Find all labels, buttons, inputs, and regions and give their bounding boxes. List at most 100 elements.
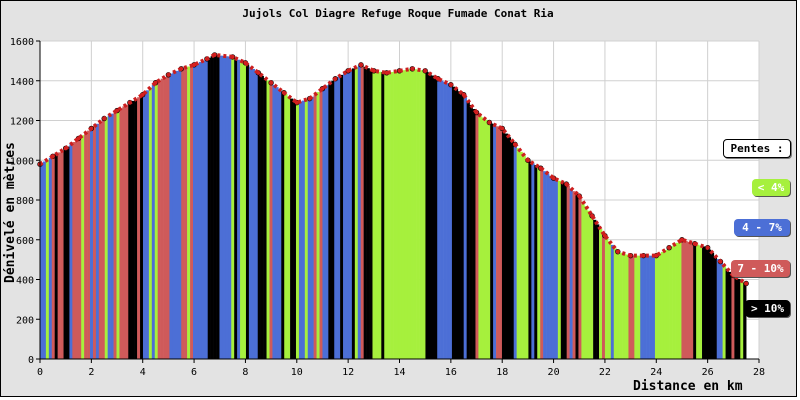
slope-bar: [637, 255, 641, 359]
slope-bar: [172, 72, 176, 359]
slope-bar: [652, 255, 656, 359]
slope-bar: [425, 71, 429, 359]
slope-bar: [702, 246, 706, 359]
slope-bar: [260, 75, 264, 360]
y-tick-label: 1200: [10, 117, 34, 128]
x-tick-label: 8: [242, 367, 248, 378]
slope-bar: [151, 84, 156, 360]
slope-bar: [660, 251, 665, 359]
slope-bar: [404, 69, 409, 359]
x-tick-label: 16: [445, 367, 457, 378]
slope-bar: [625, 254, 629, 359]
slope-bar: [66, 146, 70, 359]
slope-bar: [275, 87, 279, 360]
slope-bar: [210, 56, 214, 359]
slope-bar: [81, 135, 85, 359]
slope-bar: [381, 72, 385, 359]
slope-bar: [328, 83, 332, 359]
slope-bar: [640, 255, 644, 359]
slope-bar: [634, 255, 638, 359]
slope-bar: [175, 70, 179, 360]
slope-bar: [160, 78, 164, 359]
slope-bar: [257, 73, 261, 360]
slope-bar: [184, 67, 188, 360]
slope-bar: [72, 142, 76, 359]
slope-bar: [107, 115, 111, 359]
slope-bar: [142, 93, 147, 359]
slope-bar: [440, 80, 444, 359]
slope-bar: [201, 60, 206, 359]
y-tick-label: 0: [28, 355, 34, 366]
slope-bar: [140, 95, 144, 360]
slope-bar: [125, 104, 129, 360]
slope-bar: [60, 150, 64, 359]
slope-bar: [549, 175, 553, 359]
slope-bar: [331, 80, 335, 359]
slope-bar: [507, 137, 512, 359]
y-tick-label: 1600: [10, 37, 34, 48]
slope-bar: [219, 55, 223, 359]
x-tick-label: 4: [140, 367, 146, 378]
slope-bar: [537, 166, 541, 359]
slope-bar: [190, 65, 194, 359]
y-tick-label: 800: [16, 196, 34, 207]
slope-bar: [737, 278, 741, 359]
slope-bar: [387, 72, 391, 360]
slope-bar: [369, 69, 373, 359]
slope-bar: [90, 128, 94, 359]
slope-bar: [137, 97, 141, 360]
slope-bar: [599, 228, 603, 359]
slope-bar: [501, 129, 506, 359]
slope-bar: [546, 173, 550, 359]
slope-bar: [51, 156, 56, 359]
slope-bar: [293, 100, 297, 360]
slope-bar: [40, 163, 44, 359]
slope-bar: [354, 67, 359, 359]
slope-bar: [499, 127, 503, 359]
slope-bar: [693, 243, 697, 359]
slope-bar: [437, 79, 441, 359]
slope-bar: [301, 100, 306, 360]
x-tick-label: 0: [37, 367, 43, 378]
slope-bar: [193, 64, 197, 360]
slope-bar: [145, 90, 150, 359]
slope-bar: [534, 165, 538, 359]
slope-bar: [628, 255, 632, 359]
slope-bar: [463, 96, 467, 360]
slope-bar: [478, 115, 482, 359]
slope-bar: [696, 244, 700, 359]
slope-bar: [346, 71, 350, 359]
slope-bar: [360, 65, 364, 359]
slope-bar: [510, 140, 515, 359]
legend-item: > 10%: [745, 300, 790, 317]
slope-bar: [596, 224, 600, 359]
slope-bar: [543, 171, 547, 359]
slope-bar: [169, 73, 173, 359]
slope-bar: [587, 210, 591, 359]
slope-bar: [490, 123, 494, 359]
slope-bar: [410, 68, 414, 359]
slope-bar: [569, 188, 573, 359]
slope-bar: [731, 275, 735, 359]
slope-bar: [290, 98, 294, 360]
slope-bar: [148, 87, 153, 359]
slope-bar: [54, 154, 58, 359]
slope-bar: [557, 180, 562, 359]
slope-bar: [722, 265, 726, 359]
slope-bar: [154, 82, 158, 360]
x-tick-label: 22: [599, 367, 611, 378]
slope-bar: [687, 241, 691, 359]
slope-bar: [528, 161, 532, 359]
slope-bar: [187, 66, 191, 359]
x-tick-label: 2: [88, 367, 94, 378]
slope-bar: [295, 102, 300, 360]
slope-bar: [307, 98, 311, 359]
slope-bar: [516, 148, 520, 359]
slope-bar: [95, 123, 100, 359]
slope-bar: [666, 248, 670, 359]
slope-bar: [92, 126, 97, 359]
slope-bar: [322, 87, 326, 359]
slope-bar: [113, 111, 117, 359]
slope-bar: [234, 58, 238, 359]
